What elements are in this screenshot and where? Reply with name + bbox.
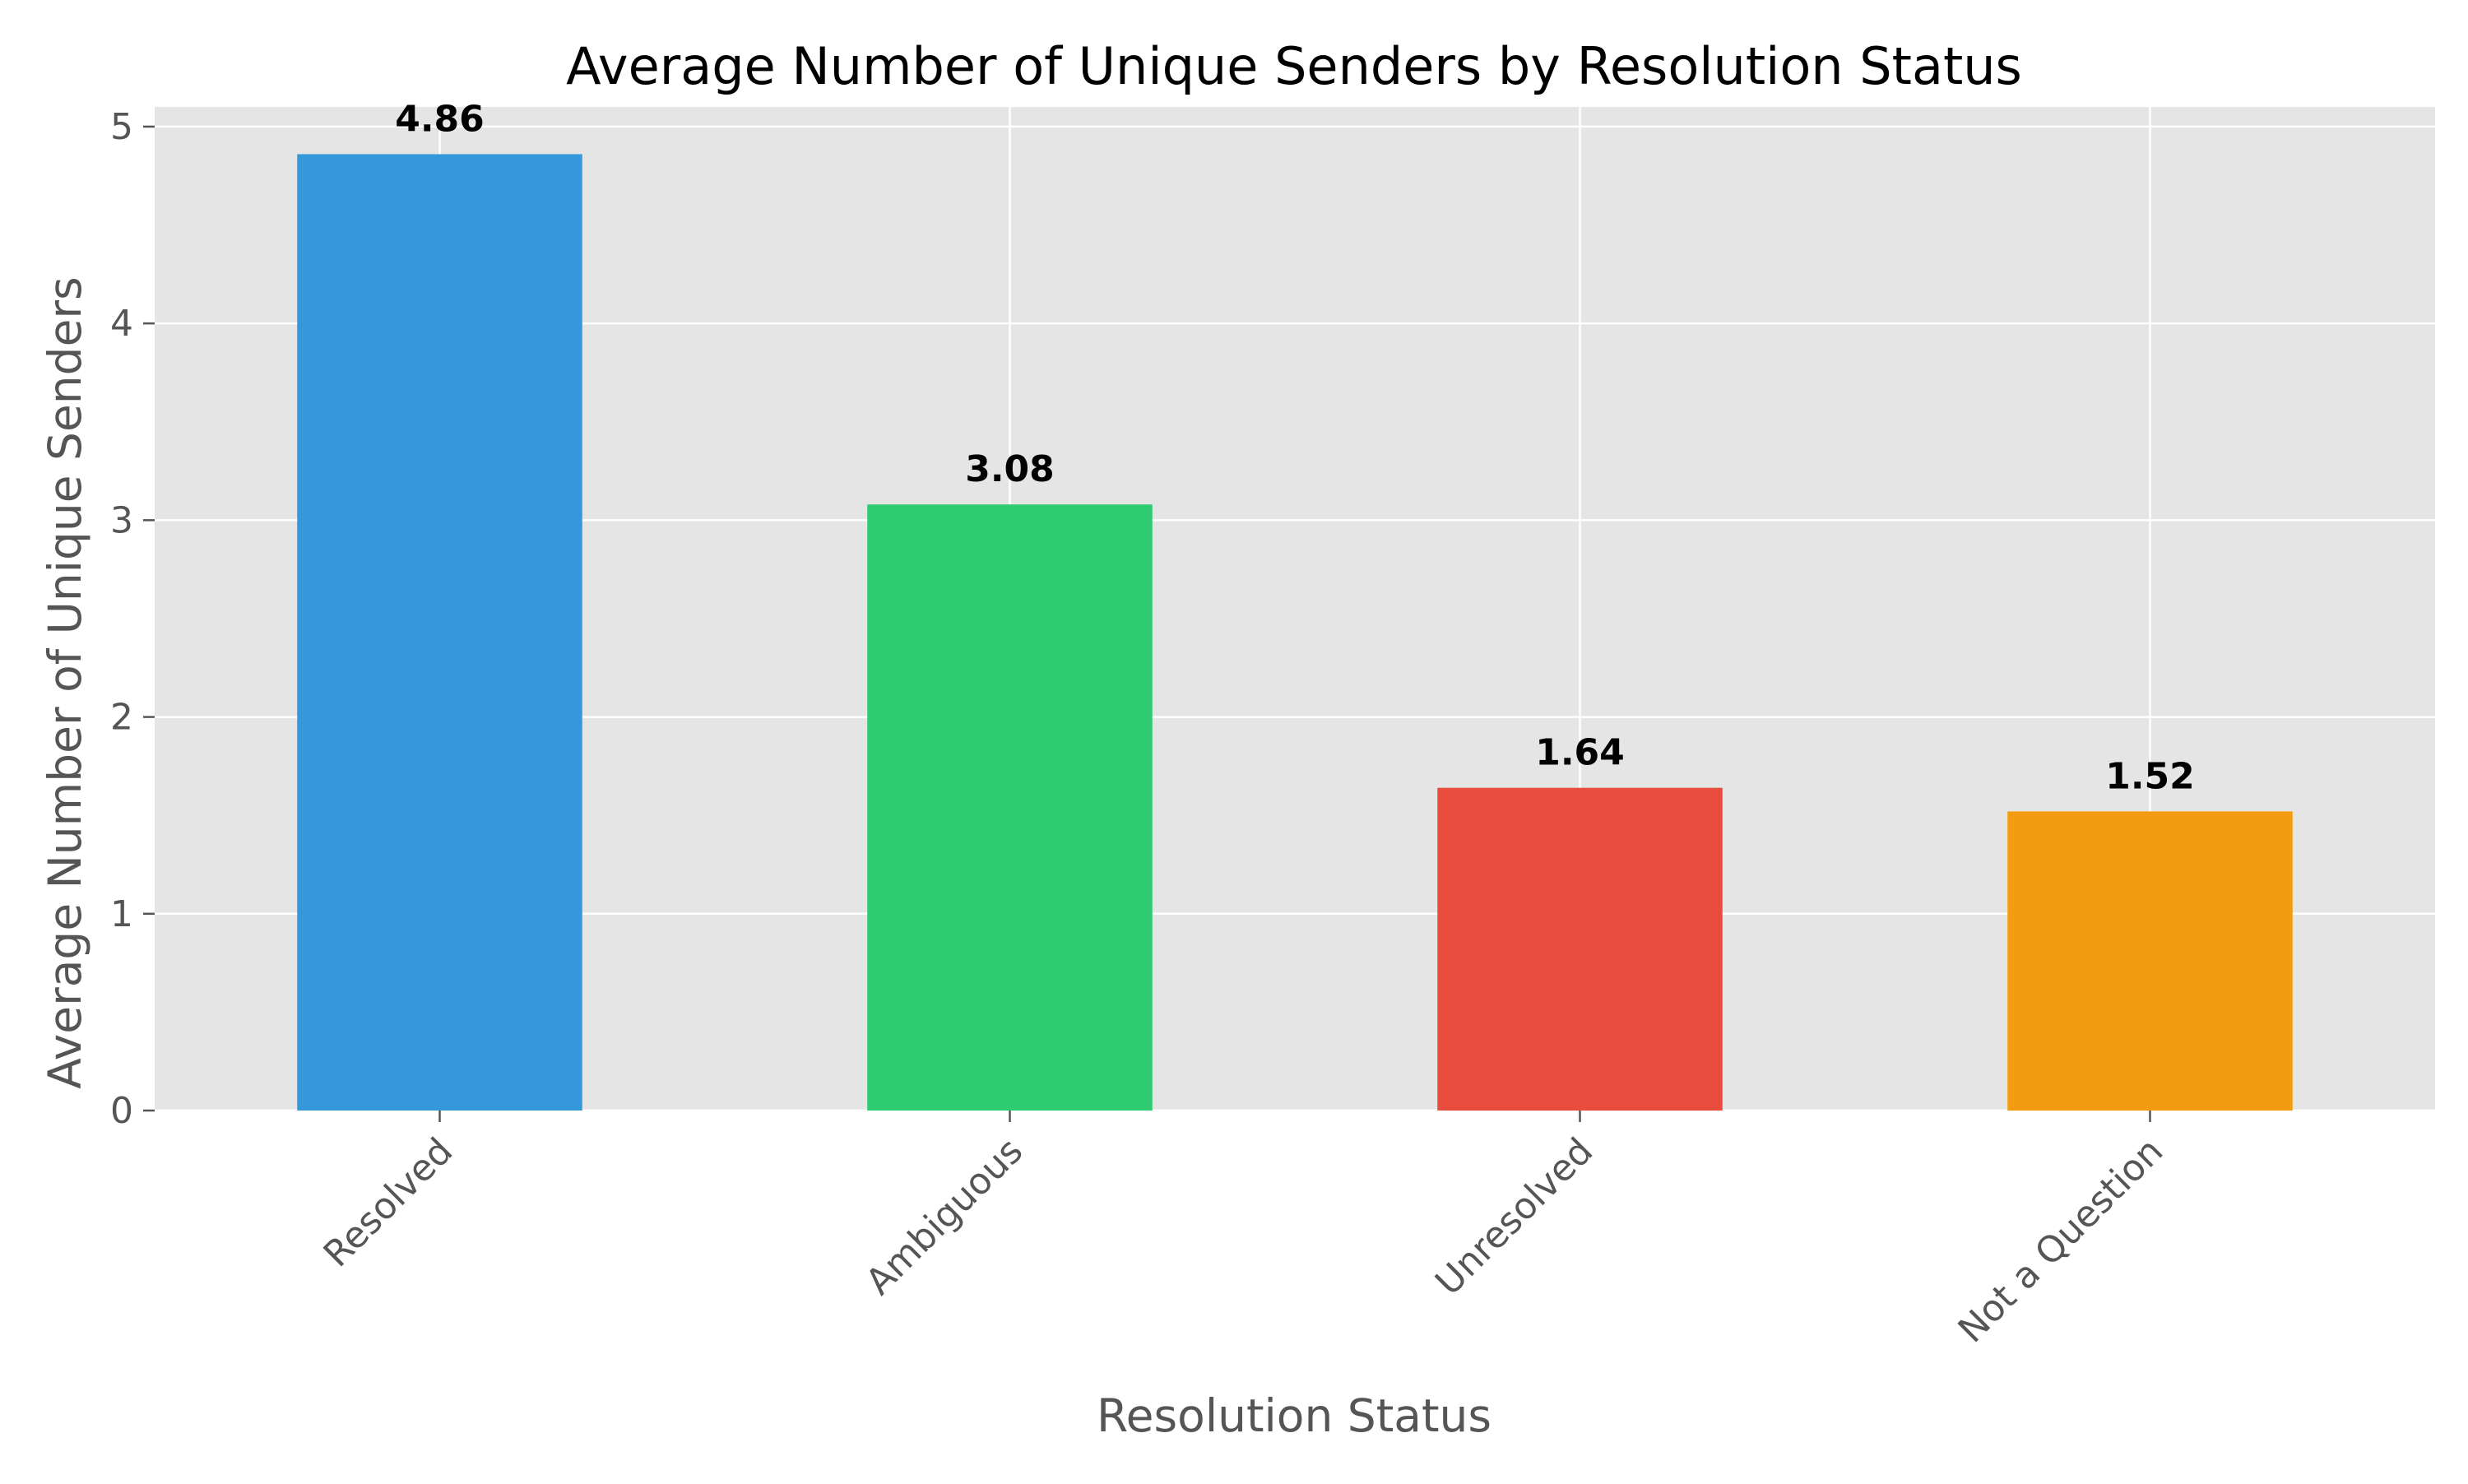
- value-label: 1.64: [1535, 732, 1625, 774]
- y-tick-label: 2: [110, 697, 133, 739]
- y-tick-label: 0: [110, 1090, 133, 1132]
- y-tick-label: 5: [110, 106, 133, 148]
- y-tick-label: 3: [110, 499, 133, 541]
- bar-unresolved: [1437, 787, 1723, 1111]
- x-tick-label: Not a Question: [1951, 1130, 2172, 1352]
- x-tick-label: Unresolved: [1427, 1130, 1601, 1304]
- value-label: 3.08: [965, 448, 1055, 490]
- y-tick-label: 1: [110, 893, 133, 935]
- bars: [297, 154, 2293, 1111]
- value-label: 1.52: [2105, 755, 2195, 797]
- x-tick-label: Ambiguous: [858, 1130, 1031, 1303]
- value-labels: 4.86 3.08 1.64 1.52: [395, 98, 2195, 797]
- y-tick-label: 4: [110, 303, 133, 345]
- x-axis-title: Resolution Status: [1097, 1389, 1491, 1442]
- x-tick-label: Resolved: [316, 1130, 462, 1276]
- value-label: 4.86: [395, 98, 485, 140]
- y-axis-title: Average Number of Unique Senders: [39, 276, 91, 1088]
- bar-ambiguous: [867, 504, 1153, 1111]
- bar-resolved: [297, 154, 582, 1111]
- chart-title: Average Number of Unique Senders by Reso…: [566, 36, 2022, 96]
- bar-not-a-question: [2007, 811, 2293, 1111]
